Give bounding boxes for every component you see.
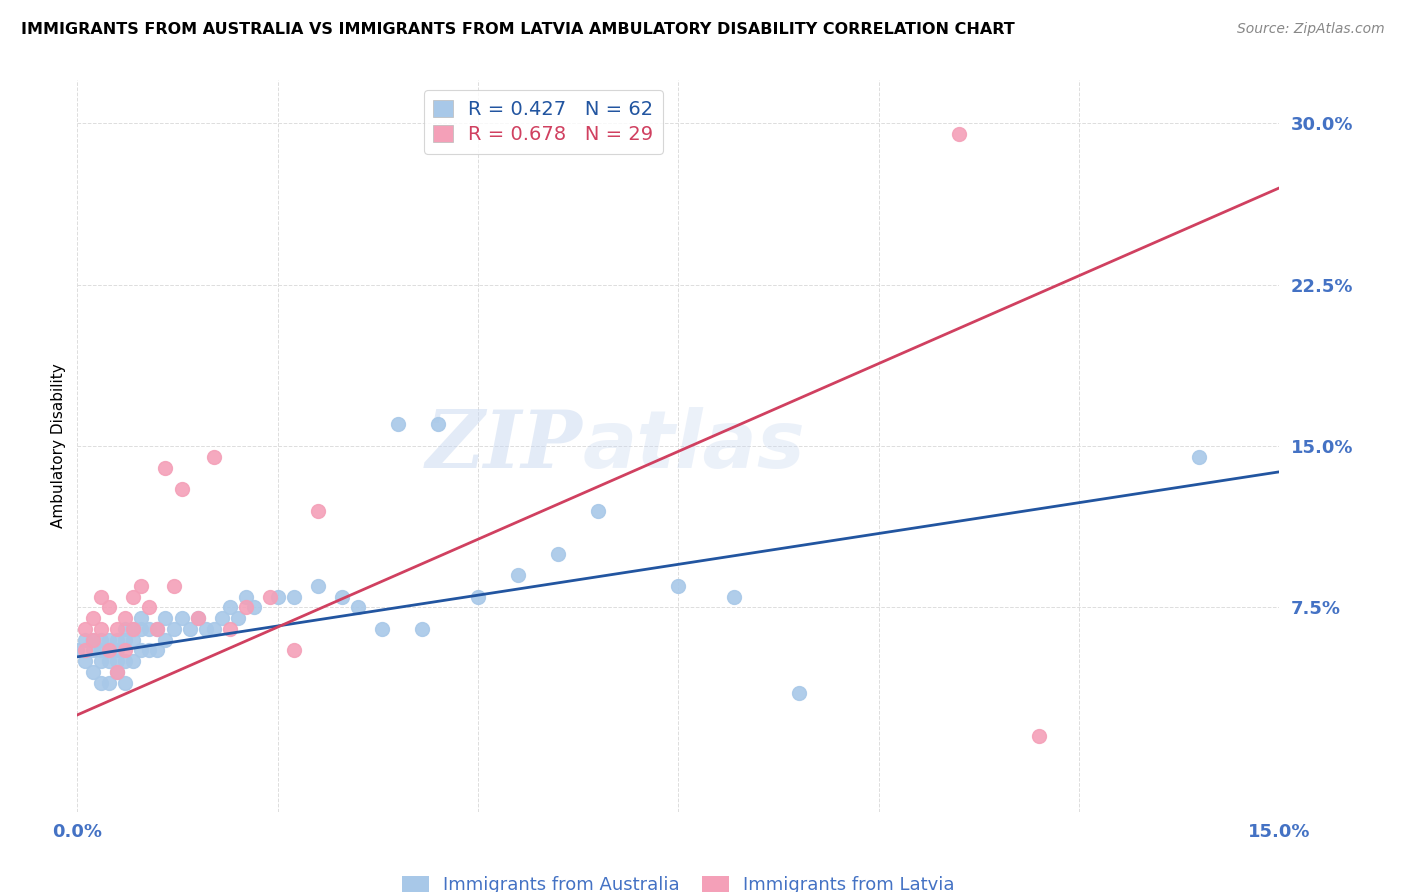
Point xyxy=(235,600,257,615)
Point xyxy=(211,611,233,625)
Text: IMMIGRANTS FROM AUSTRALIA VS IMMIGRANTS FROM LATVIA AMBULATORY DISABILITY CORREL: IMMIGRANTS FROM AUSTRALIA VS IMMIGRANTS … xyxy=(21,22,1015,37)
Point xyxy=(547,547,569,561)
Y-axis label: Ambulatory Disability: Ambulatory Disability xyxy=(51,364,66,528)
Point xyxy=(226,611,249,625)
Point xyxy=(75,622,97,636)
Point xyxy=(107,643,129,657)
Point xyxy=(82,632,104,647)
Point xyxy=(90,654,112,668)
Point xyxy=(75,632,97,647)
Point xyxy=(138,643,160,657)
Point xyxy=(82,665,104,679)
Point xyxy=(588,503,610,517)
Point xyxy=(114,654,136,668)
Point xyxy=(146,643,169,657)
Point xyxy=(90,590,112,604)
Point xyxy=(162,579,184,593)
Point xyxy=(98,675,121,690)
Point xyxy=(427,417,450,432)
Point xyxy=(1028,730,1050,744)
Point xyxy=(82,632,104,647)
Point xyxy=(218,600,240,615)
Point xyxy=(131,579,153,593)
Point xyxy=(122,590,145,604)
Point xyxy=(122,654,145,668)
Text: ZIP: ZIP xyxy=(426,408,582,484)
Point xyxy=(162,622,184,636)
Point xyxy=(155,611,177,625)
Point xyxy=(259,590,281,604)
Point xyxy=(107,665,129,679)
Point xyxy=(107,665,129,679)
Text: atlas: atlas xyxy=(582,407,806,485)
Point xyxy=(114,675,136,690)
Point xyxy=(114,632,136,647)
Point xyxy=(723,590,745,604)
Point xyxy=(948,127,970,141)
Point xyxy=(114,611,136,625)
Point xyxy=(114,622,136,636)
Point xyxy=(107,622,129,636)
Point xyxy=(194,622,217,636)
Point xyxy=(242,600,264,615)
Point xyxy=(138,600,160,615)
Point xyxy=(411,622,433,636)
Legend: Immigrants from Australia, Immigrants from Latvia: Immigrants from Australia, Immigrants fr… xyxy=(395,868,962,892)
Point xyxy=(82,643,104,657)
Text: Source: ZipAtlas.com: Source: ZipAtlas.com xyxy=(1237,22,1385,37)
Point xyxy=(186,611,209,625)
Point xyxy=(107,632,129,647)
Point xyxy=(107,654,129,668)
Point xyxy=(122,622,145,636)
Point xyxy=(170,611,193,625)
Point xyxy=(668,579,690,593)
Point xyxy=(347,600,370,615)
Point xyxy=(202,450,225,464)
Point xyxy=(1188,450,1211,464)
Point xyxy=(179,622,201,636)
Point xyxy=(98,654,121,668)
Point xyxy=(508,568,530,582)
Point xyxy=(467,590,489,604)
Point xyxy=(146,622,169,636)
Point xyxy=(75,643,97,657)
Point xyxy=(138,622,160,636)
Point xyxy=(146,622,169,636)
Point xyxy=(98,643,121,657)
Point xyxy=(122,622,145,636)
Point xyxy=(307,579,329,593)
Point xyxy=(787,686,810,700)
Point xyxy=(98,600,121,615)
Point xyxy=(186,611,209,625)
Point xyxy=(98,632,121,647)
Point xyxy=(75,654,97,668)
Point xyxy=(98,643,121,657)
Point xyxy=(155,632,177,647)
Point xyxy=(170,482,193,496)
Point xyxy=(283,643,305,657)
Point xyxy=(267,590,290,604)
Point xyxy=(155,460,177,475)
Point xyxy=(202,622,225,636)
Point xyxy=(307,503,329,517)
Point xyxy=(114,643,136,657)
Point xyxy=(66,643,89,657)
Point xyxy=(218,622,240,636)
Point xyxy=(283,590,305,604)
Point xyxy=(90,643,112,657)
Point xyxy=(131,622,153,636)
Point xyxy=(122,632,145,647)
Point xyxy=(387,417,409,432)
Point xyxy=(330,590,353,604)
Point xyxy=(90,632,112,647)
Point xyxy=(82,611,104,625)
Point xyxy=(90,675,112,690)
Point xyxy=(90,622,112,636)
Point xyxy=(371,622,394,636)
Point xyxy=(235,590,257,604)
Point xyxy=(131,643,153,657)
Point xyxy=(131,611,153,625)
